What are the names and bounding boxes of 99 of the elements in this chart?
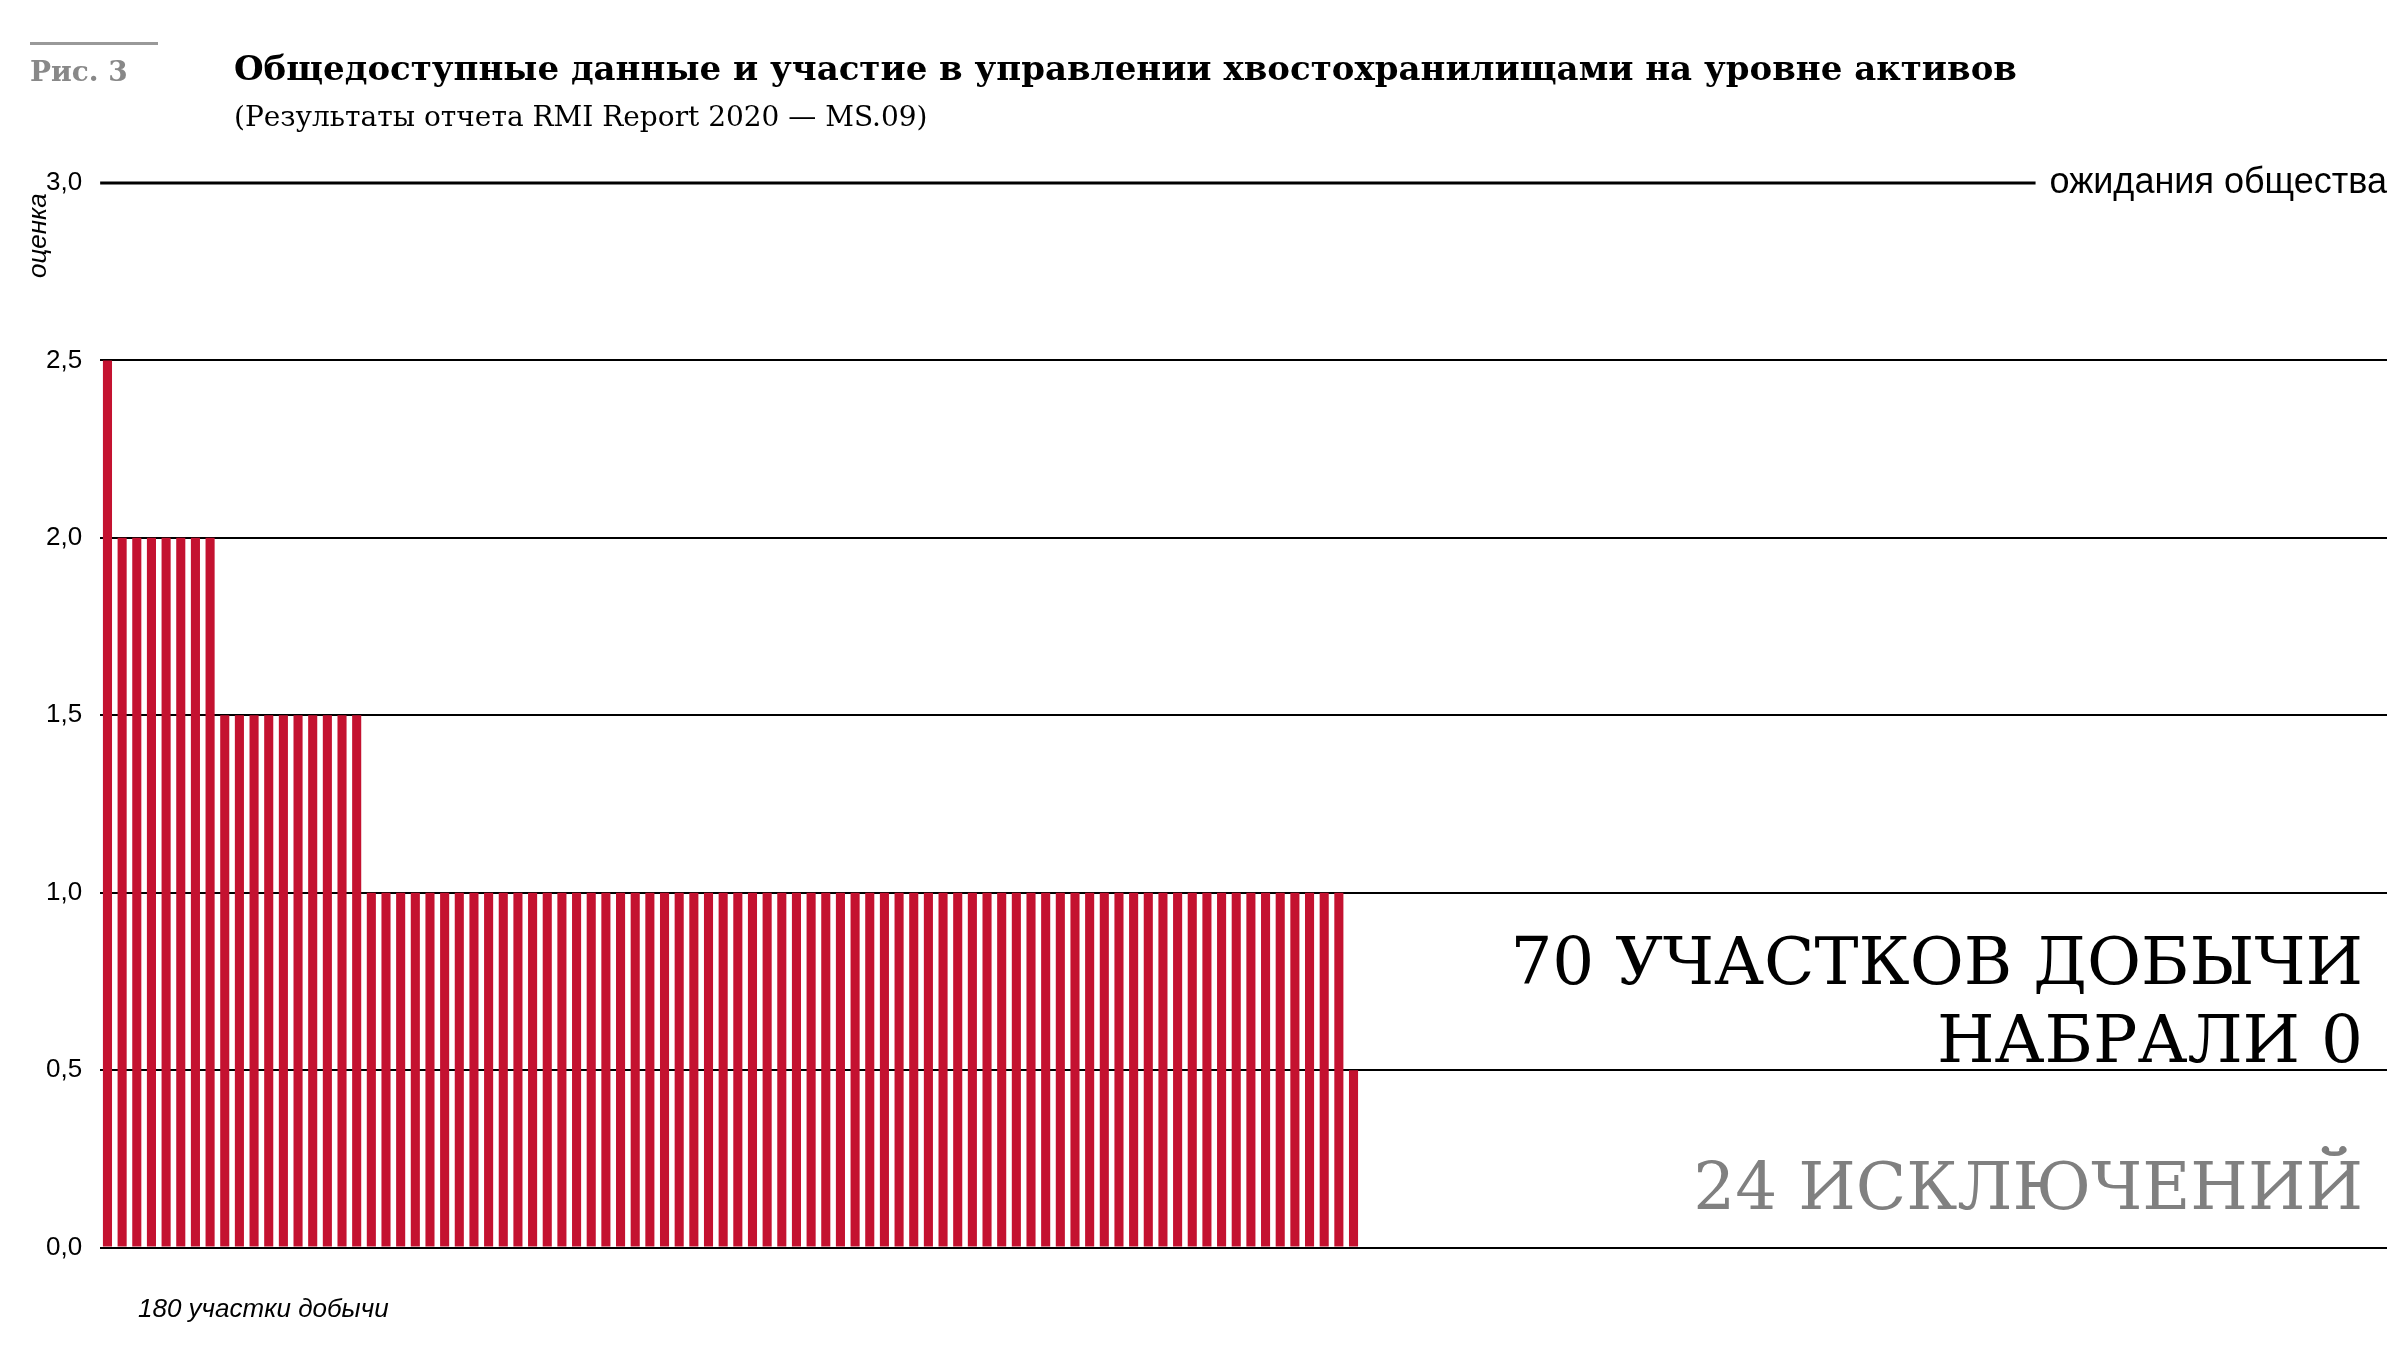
annotation: 24 ИСКЛЮЧЕНИЙ: [1693, 1148, 2363, 1225]
y-tick-label: 1,5: [45, 698, 83, 729]
bar: [498, 892, 508, 1247]
bar: [102, 360, 113, 1247]
y-tick-label: 0,5: [45, 1053, 83, 1084]
bar: [923, 892, 933, 1247]
bar: [381, 892, 391, 1247]
bar: [249, 715, 259, 1247]
bar: [733, 892, 743, 1247]
bar: [1246, 892, 1256, 1247]
bar: [117, 537, 127, 1247]
bar: [909, 892, 919, 1247]
bar: [425, 892, 435, 1247]
bar: [542, 892, 552, 1247]
text: Рис. 3: [30, 42, 158, 88]
bar: [528, 892, 538, 1247]
bar: [1231, 892, 1241, 1247]
bar: [440, 892, 450, 1247]
bar: [967, 892, 977, 1247]
bar: [1055, 892, 1065, 1247]
bar: [865, 892, 875, 1247]
bar: [1114, 892, 1124, 1247]
bar: [674, 892, 684, 1247]
bar: [1129, 892, 1139, 1247]
bar: [469, 892, 479, 1247]
bar: [264, 715, 274, 1247]
bar: [821, 892, 831, 1247]
bar: [308, 715, 318, 1247]
bar: [616, 892, 626, 1247]
bar: [132, 537, 142, 1247]
bar: [806, 892, 816, 1247]
y-tick-label: 0,0: [45, 1230, 83, 1261]
bar: [835, 892, 845, 1247]
bar: [410, 892, 420, 1247]
bar: [1261, 892, 1271, 1247]
bar: [747, 892, 758, 1247]
bar: [161, 537, 171, 1247]
bar: [1143, 892, 1153, 1247]
bar: [1290, 892, 1300, 1247]
bar: [1217, 892, 1227, 1247]
bar: [601, 892, 611, 1247]
bar: [1348, 1070, 1359, 1247]
bar: [982, 892, 992, 1247]
bar: [396, 892, 406, 1247]
bar: [1334, 892, 1344, 1247]
y-tick-label: 2,5: [45, 343, 83, 374]
bar: [176, 537, 186, 1247]
bar: [366, 892, 376, 1247]
bar: [146, 537, 156, 1247]
bar: [234, 715, 244, 1247]
bar: [1173, 892, 1183, 1247]
bar: [997, 892, 1007, 1247]
bar: [586, 892, 596, 1247]
bar: [1304, 892, 1315, 1247]
bar: [777, 892, 787, 1247]
bar: [894, 892, 904, 1247]
x-axis-title: 180 участки добычи: [138, 1293, 389, 1324]
bar: [513, 892, 523, 1247]
bar: [1041, 892, 1051, 1247]
bar: [1026, 892, 1036, 1247]
bar: [220, 715, 230, 1247]
bar: [572, 892, 582, 1247]
bar: [454, 892, 464, 1247]
bar: [762, 892, 772, 1247]
bar: [205, 537, 215, 1247]
bar: [484, 892, 494, 1247]
bar: [689, 892, 699, 1247]
bar: [645, 892, 655, 1247]
bar: [1070, 892, 1080, 1247]
bar: [293, 715, 303, 1247]
bar: [322, 715, 332, 1247]
bar: [953, 892, 963, 1247]
bar: [1202, 892, 1212, 1247]
chart-title: Общедоступные данные и участие в управлении хвостохранилищами на уровне активов: [234, 48, 2017, 88]
bar: [190, 537, 200, 1247]
ref-line-label: ожидания общества: [2049, 159, 2388, 201]
bar: [352, 715, 362, 1247]
y-tick-label: 1,0: [45, 875, 83, 906]
bar: [850, 892, 860, 1247]
bar: [703, 892, 714, 1247]
bar: [1099, 892, 1109, 1247]
bar: [1011, 892, 1021, 1247]
bar: [337, 715, 347, 1247]
bar: [1085, 892, 1095, 1247]
bar: [1158, 892, 1168, 1247]
bar: [938, 892, 948, 1247]
bar: [1275, 892, 1285, 1247]
bar: [879, 892, 889, 1247]
bar: [791, 892, 802, 1247]
bar: [1187, 892, 1197, 1247]
bar: [718, 892, 728, 1247]
y-tick-label: 2,0: [45, 521, 83, 552]
chart-subtitle: (Результаты отчета RMI Report 2020 — MS.09): [234, 100, 928, 133]
bar: [630, 892, 640, 1247]
annotation: 70 УЧАСТКОВ ДОБЫЧИ НАБРАЛИ 0: [1509, 923, 2363, 1079]
bar: [278, 715, 288, 1247]
bar: [1319, 892, 1329, 1247]
bar: [659, 892, 670, 1247]
bar: [557, 892, 567, 1247]
